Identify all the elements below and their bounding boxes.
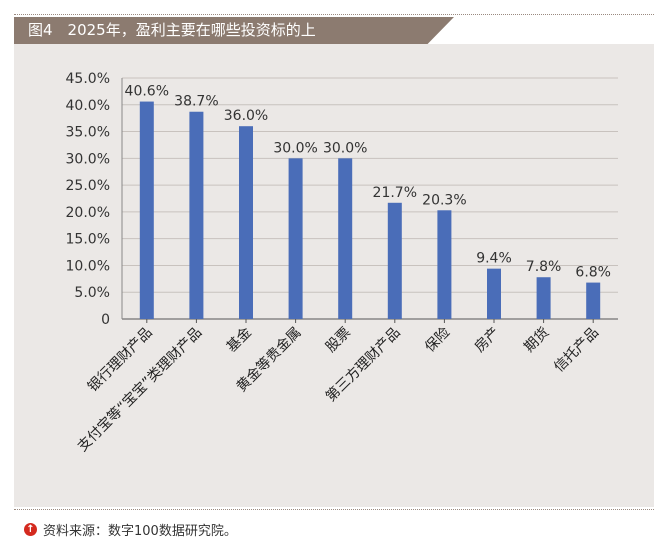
y-tick-label: 40.0% xyxy=(66,98,110,114)
x-tick-label: 房产 xyxy=(472,325,503,356)
source-text: 资料来源：数字100数据研究院。 xyxy=(43,523,237,539)
data-label: 38.7% xyxy=(174,94,218,110)
source-note: ↑ 资料来源：数字100数据研究院。 xyxy=(24,519,237,539)
data-label: 20.3% xyxy=(422,192,466,208)
x-tick-label: 保险 xyxy=(422,325,453,356)
data-label: 40.6% xyxy=(125,84,169,100)
y-tick-label: 35.0% xyxy=(66,125,110,141)
bar xyxy=(239,126,253,319)
bar xyxy=(387,202,402,319)
figure-title-bar xyxy=(14,17,454,44)
top-divider xyxy=(14,14,654,15)
x-tick-label: 股票 xyxy=(323,325,354,356)
bar xyxy=(139,101,154,319)
y-tick-label: 20.0% xyxy=(66,205,110,221)
bar xyxy=(338,158,353,319)
bar xyxy=(189,111,204,320)
bottom-divider xyxy=(14,509,654,510)
data-label: 7.8% xyxy=(526,259,562,275)
bar xyxy=(487,268,501,319)
x-tick-label: 基金 xyxy=(223,324,255,356)
chart-panel xyxy=(14,44,654,507)
y-tick-label: 15.0% xyxy=(66,232,110,248)
data-label: 6.8% xyxy=(575,265,611,281)
y-tick-label: 30.0% xyxy=(66,151,110,167)
data-label: 9.4% xyxy=(476,251,512,267)
data-label: 36.0% xyxy=(224,108,268,124)
y-tick-label: 10.0% xyxy=(66,258,110,274)
data-label: 21.7% xyxy=(373,185,417,201)
data-label: 30.0% xyxy=(273,140,317,156)
x-tick-label: 信托产品 xyxy=(551,325,602,376)
bar xyxy=(288,158,303,319)
data-label: 30.0% xyxy=(323,140,367,156)
y-tick-label: 0 xyxy=(101,312,110,328)
bar xyxy=(536,277,551,319)
figure-title: 图4 2025年，盈利主要在哪些投资标的上 xyxy=(28,21,316,39)
bar xyxy=(586,282,601,319)
y-tick-label: 5.0% xyxy=(74,285,110,301)
arrow-up-circle-icon: ↑ xyxy=(24,522,37,536)
bar xyxy=(437,210,452,319)
x-tick-label: 期货 xyxy=(521,324,553,356)
y-tick-label: 45.0% xyxy=(66,71,110,87)
y-tick-label: 25.0% xyxy=(66,178,110,194)
